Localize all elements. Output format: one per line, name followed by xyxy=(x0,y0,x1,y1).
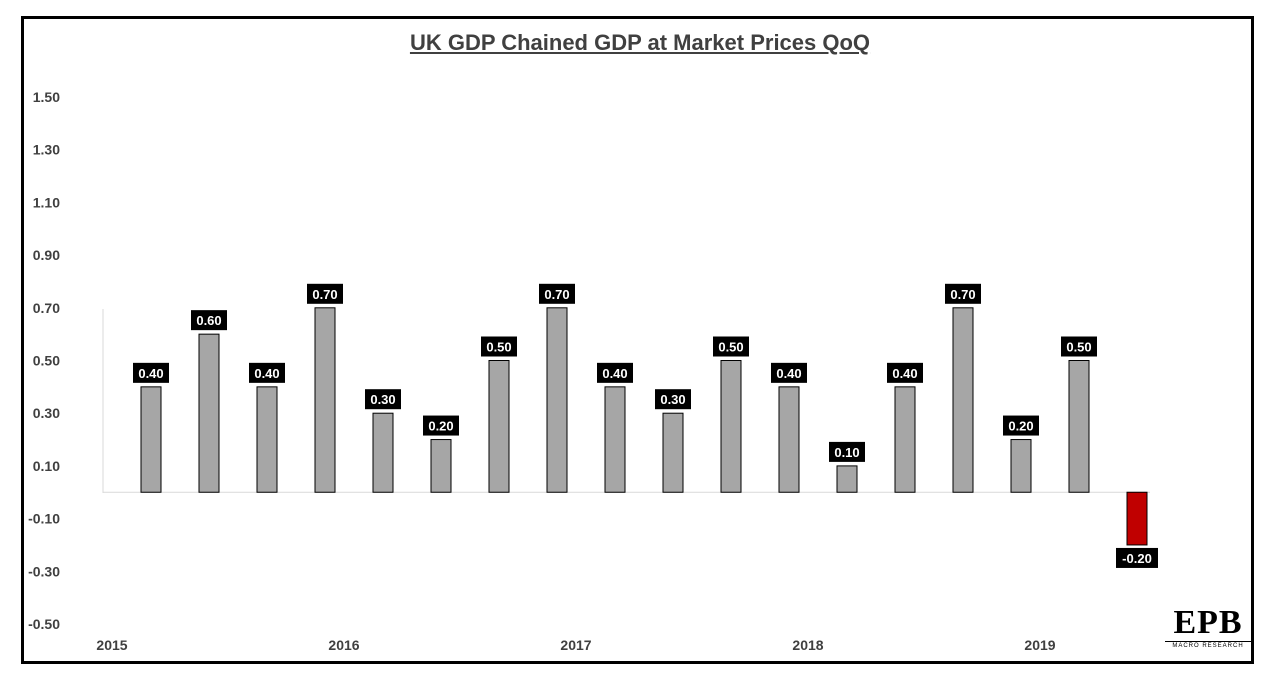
data-label-bg xyxy=(713,336,749,357)
data-label-bg xyxy=(597,362,633,383)
data-label: 0.70 xyxy=(312,287,337,302)
data-label-bg xyxy=(1116,547,1158,568)
data-label: 0.40 xyxy=(254,366,279,381)
data-label: 0.60 xyxy=(196,313,221,328)
bar xyxy=(546,307,568,493)
bar xyxy=(836,465,858,493)
data-label: 0.50 xyxy=(1066,340,1091,355)
data-label-bg xyxy=(249,362,285,383)
bar xyxy=(430,439,452,493)
data-label: 0.40 xyxy=(602,366,627,381)
bar xyxy=(1068,360,1090,493)
data-label-bg xyxy=(945,283,981,304)
data-label: 0.40 xyxy=(138,366,163,381)
y-tick-label: 0.50 xyxy=(33,353,60,369)
epb-logo: EPB MACRO RESEARCH xyxy=(1165,605,1251,649)
y-tick-label: 1.30 xyxy=(33,142,60,158)
bar xyxy=(662,412,684,493)
y-tick-label: -0.30 xyxy=(28,563,60,579)
bar xyxy=(952,307,974,493)
chart-frame xyxy=(21,16,1254,664)
data-label: 0.70 xyxy=(950,287,975,302)
data-label: 0.20 xyxy=(428,419,453,434)
bar xyxy=(488,360,510,493)
data-label-bg xyxy=(887,362,923,383)
data-label-bg xyxy=(423,415,459,436)
y-tick-label: -0.10 xyxy=(28,511,60,527)
data-label: 0.40 xyxy=(776,366,801,381)
bar xyxy=(894,386,916,493)
data-labels: 0.40 0.60 0.40 0.70 0.30 0.20 0.50 0.70 0.40 0.30… xyxy=(133,283,1158,568)
x-tick-label: 2019 xyxy=(1024,637,1055,653)
data-label-bg xyxy=(771,362,807,383)
data-label-bg xyxy=(307,283,343,304)
bar xyxy=(198,333,220,493)
bar xyxy=(372,412,394,493)
x-tick-label: 2016 xyxy=(328,637,359,653)
logo-sub-text: MACRO RESEARCH xyxy=(1165,641,1251,649)
data-label: 0.50 xyxy=(486,340,511,355)
y-tick-label: 1.50 xyxy=(33,89,60,105)
bar xyxy=(1126,491,1148,546)
x-axis: 2015 2016 2017 2018 2019 xyxy=(96,637,1055,653)
data-label: 0.50 xyxy=(718,340,743,355)
y-tick-label: 0.90 xyxy=(33,247,60,263)
bar xyxy=(604,386,626,493)
data-label-bg xyxy=(655,389,691,410)
x-tick-label: 2018 xyxy=(792,637,823,653)
bar xyxy=(720,360,742,493)
data-label-bg xyxy=(1061,336,1097,357)
chart-title: UK GDP Chained GDP at Market Prices QoQ xyxy=(409,30,871,55)
x-tick-label: 2015 xyxy=(96,637,127,653)
data-label-bg xyxy=(191,310,227,331)
data-label-bg xyxy=(829,441,865,462)
data-label-bg xyxy=(133,362,169,383)
logo-main-text: EPB xyxy=(1173,604,1243,641)
y-tick-label: 0.30 xyxy=(33,405,60,421)
bar xyxy=(1010,439,1032,493)
x-tick-label: 2017 xyxy=(560,637,591,653)
data-label: -0.20 xyxy=(1122,551,1152,566)
bar xyxy=(314,307,336,493)
y-axis: 1.50 1.30 1.10 0.90 0.70 0.50 0.30 0.10 -0.10 -0.… xyxy=(28,89,1150,632)
data-label: 0.10 xyxy=(834,445,859,460)
bar xyxy=(778,386,800,493)
data-label-bg xyxy=(481,336,517,357)
data-label: 0.70 xyxy=(544,287,569,302)
data-label: 0.20 xyxy=(1008,419,1033,434)
y-tick-label: 1.10 xyxy=(33,194,60,210)
data-label: 0.30 xyxy=(370,392,395,407)
data-label: 0.40 xyxy=(892,366,917,381)
data-label-bg xyxy=(539,283,575,304)
bar-series xyxy=(140,307,1148,546)
data-label: 0.30 xyxy=(660,392,685,407)
data-label-bg xyxy=(365,389,401,410)
y-tick-label: 0.10 xyxy=(33,458,60,474)
bar xyxy=(256,386,278,493)
y-tick-label: -0.50 xyxy=(28,616,60,632)
y-tick-label: 0.70 xyxy=(33,300,60,316)
data-label-bg xyxy=(1003,415,1039,436)
bar xyxy=(140,386,162,493)
